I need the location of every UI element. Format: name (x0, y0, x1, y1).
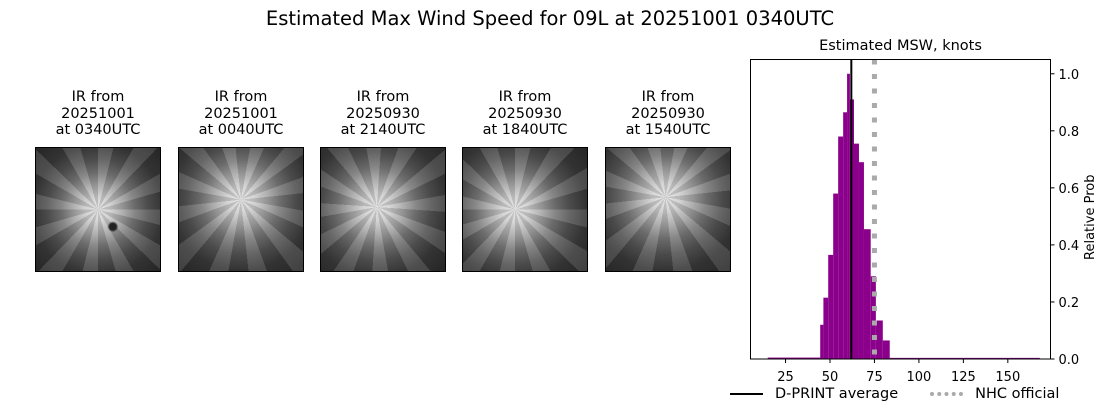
histogram-bar (828, 254, 834, 359)
x-tick-label: 125 (951, 370, 976, 385)
ir-satellite-image (178, 147, 304, 272)
ir-panel-title-line2: 20250930 (488, 105, 562, 122)
ir-panel: IR from 20250930 at 1840UTC (462, 89, 588, 272)
histogram-bar (853, 143, 859, 359)
ir-panel: IR from 20250930 at 1540UTC (605, 89, 731, 272)
x-tick-label: 150 (995, 370, 1020, 385)
ir-panel: IR from 20251001 at 0040UTC (178, 89, 304, 272)
ir-panel: IR from 20251001 at 0340UTC (35, 89, 161, 272)
ir-panel-title: IR from 20251001 at 0340UTC (35, 89, 161, 141)
histogram-bar (767, 357, 821, 360)
y-tick-label: 0.0 (1059, 353, 1080, 368)
ir-panel-title-line2: 20250930 (631, 105, 705, 122)
y-tick-label: 1.0 (1059, 68, 1080, 83)
ir-panel-title-line2: 20251001 (204, 105, 278, 122)
ir-panel-title: IR from 20250930 at 1840UTC (462, 89, 588, 141)
histogram-bar (843, 112, 848, 360)
ir-panel-title-line1: IR from (641, 89, 695, 105)
ir-panel-title-line3: at 0040UTC (198, 122, 284, 138)
solid-line-icon (730, 393, 763, 395)
figure-title: Estimated Max Wind Speed for 09L at 2025… (265, 7, 835, 30)
legend-item-dprint: D-PRINT average (730, 386, 898, 402)
y-tick-label: 0.4 (1059, 239, 1080, 254)
ir-panel-title-line3: at 0340UTC (55, 122, 141, 138)
histogram-bar (847, 73, 850, 359)
dotted-line-icon (930, 392, 964, 396)
histogram-bar (833, 193, 839, 359)
histogram-bar (858, 162, 864, 359)
ir-panel-title: IR from 20251001 at 0040UTC (178, 89, 304, 141)
ir-panel: IR from 20250930 at 2140UTC (320, 89, 446, 272)
legend-label-nhc: NHC official (975, 386, 1060, 402)
y-axis-label: Relative Prob (1083, 175, 1098, 260)
histogram-bar (820, 324, 824, 359)
ir-panel-title-line1: IR from (356, 89, 410, 105)
chart-title: Estimated MSW, knots (819, 38, 982, 54)
y-tick-label: 0.6 (1059, 182, 1080, 197)
axes-frame (750, 59, 1051, 360)
ir-satellite-image (605, 147, 731, 272)
histogram-bar (875, 320, 883, 359)
chart-legend: D-PRINT average NHC official (730, 386, 1087, 402)
x-tick-label: 50 (822, 370, 839, 385)
histogram-bar (882, 340, 890, 359)
ir-panel-title-line2: 20250930 (346, 105, 420, 122)
y-tick-label: 0.8 (1059, 125, 1080, 140)
ir-satellite-image (462, 147, 588, 272)
x-tick-label: 75 (866, 370, 883, 385)
ir-panel-title: IR from 20250930 at 2140UTC (320, 89, 446, 141)
ir-panel-title-line2: 20251001 (61, 105, 135, 122)
ir-panel-title-line1: IR from (71, 89, 125, 105)
ir-satellite-image (320, 147, 446, 272)
histogram-bar (838, 136, 844, 359)
histogram-bar (863, 229, 871, 359)
ir-panel-title-line1: IR from (214, 89, 268, 105)
ir-panel-title-line3: at 1540UTC (625, 122, 711, 138)
histogram-bar (870, 276, 876, 359)
x-tick-label: 25 (777, 370, 794, 385)
ir-satellite-image (35, 147, 161, 272)
legend-item-nhc: NHC official (930, 386, 1059, 402)
ir-panel-title-line3: at 1840UTC (482, 122, 568, 138)
ir-panel-title-line1: IR from (498, 89, 552, 105)
y-tick-label: 0.2 (1059, 296, 1080, 311)
ir-panel-title-line3: at 2140UTC (340, 122, 426, 138)
histogram-bar (823, 297, 829, 359)
legend-label-dprint: D-PRINT average (775, 386, 899, 402)
x-tick-label: 100 (906, 370, 931, 385)
ir-panel-title: IR from 20250930 at 1540UTC (605, 89, 731, 141)
